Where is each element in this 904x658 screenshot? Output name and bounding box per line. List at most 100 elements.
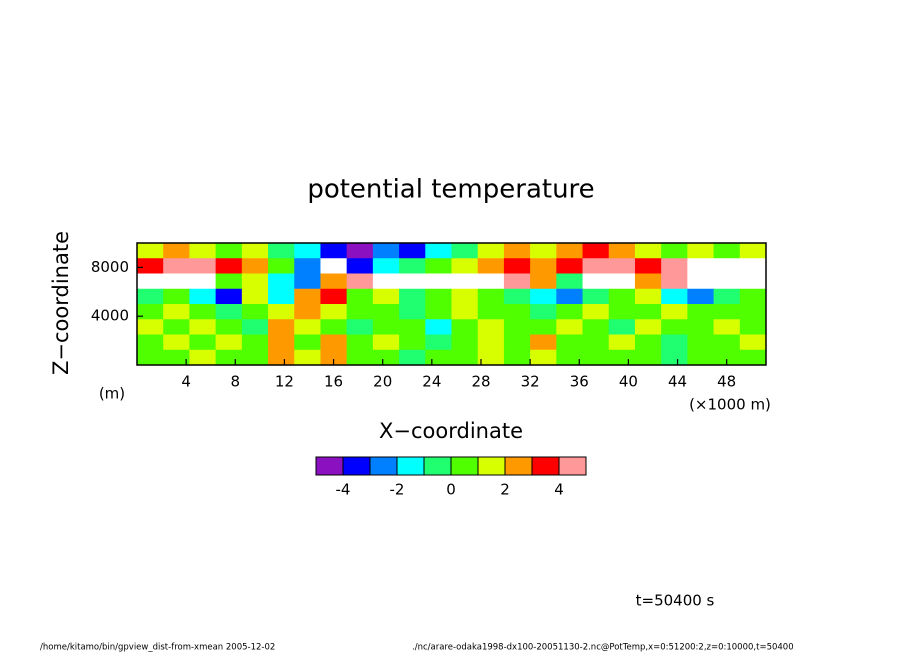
contour-cell (503, 349, 531, 366)
contour-cell (189, 304, 217, 320)
contour-cell (687, 334, 715, 351)
contour-cell (268, 349, 295, 366)
contour-cell (346, 334, 374, 351)
contour-cell (320, 243, 348, 259)
contour-cell (739, 349, 767, 366)
contour-cell (477, 288, 505, 305)
contour-cell (713, 288, 741, 305)
contour-cell (687, 349, 715, 366)
contour-cell (425, 349, 452, 366)
colorbar-tick-label: -2 (390, 481, 405, 499)
contour-cell (425, 288, 452, 305)
contour-cell (399, 243, 426, 259)
contour-cell (189, 288, 217, 305)
contour-cell (713, 319, 741, 335)
contour-cell (189, 273, 217, 290)
contour-cell (268, 258, 295, 274)
contour-cell (556, 288, 584, 305)
contour-cell (451, 258, 479, 274)
contour-cell (530, 288, 557, 305)
contour-cell (163, 319, 190, 335)
contour-cell (634, 304, 662, 320)
contour-cell (687, 273, 715, 290)
contour-cell (163, 304, 190, 320)
contour-cell (241, 349, 269, 366)
contour-cell (320, 319, 348, 335)
contour-cell (687, 258, 715, 274)
contour-cell (582, 304, 610, 320)
colorbar-box (504, 456, 533, 476)
x-tick-label: 24 (422, 373, 441, 391)
contour-cell (503, 334, 531, 351)
contour-cell (713, 334, 741, 351)
contour-cell (634, 273, 662, 290)
colorbar-box (396, 456, 425, 476)
contour-cell (294, 258, 321, 274)
contour-cell (530, 349, 557, 366)
contour-cell (215, 258, 243, 274)
contour-cell (530, 273, 557, 290)
contour-cell (477, 304, 505, 320)
contour-cell (556, 304, 584, 320)
contour-cell (215, 243, 243, 259)
contour-cell (608, 258, 636, 274)
contour-cell (137, 273, 164, 290)
footer-left: /home/kitamo/bin/gpview_dist-from-xmean … (40, 643, 275, 653)
x-tick-label: 36 (570, 373, 589, 391)
contour-cell (713, 304, 741, 320)
contour-cell (739, 273, 767, 290)
x-axis-unit: (×1000 m) (689, 396, 771, 414)
contour-cell (346, 349, 374, 366)
contour-cell (582, 288, 610, 305)
contour-cell (294, 319, 321, 335)
contour-cell (582, 349, 610, 366)
x-tick-label: 32 (521, 373, 540, 391)
contour-cell (346, 319, 374, 335)
contour-cell (372, 258, 400, 274)
contour-cell (163, 273, 190, 290)
contour-cell (661, 258, 688, 274)
x-tick-label: 20 (373, 373, 392, 391)
contour-cell (399, 349, 426, 366)
contour-cell (268, 273, 295, 290)
contour-cell (608, 349, 636, 366)
contour-cell (372, 319, 400, 335)
contour-cell (556, 349, 584, 366)
contour-cell (634, 334, 662, 351)
contour-cell (215, 349, 243, 366)
contour-cell (661, 243, 688, 259)
contour-cell (372, 349, 400, 366)
contour-cell (372, 273, 400, 290)
contour-cell (399, 258, 426, 274)
contour-cell (661, 334, 688, 351)
contour-cell (687, 288, 715, 305)
contour-cell (425, 334, 452, 351)
contour-cell (372, 304, 400, 320)
contour-cell (713, 258, 741, 274)
contour-cell (189, 243, 217, 259)
contour-cell (477, 319, 505, 335)
contour-cell (503, 258, 531, 274)
x-tick-label: 48 (717, 373, 736, 391)
y-tick-label: 8000 (91, 258, 129, 276)
contour-cell (294, 349, 321, 366)
contour-cell (137, 288, 164, 305)
contour-cell (477, 349, 505, 366)
contour-cell (503, 273, 531, 290)
contour-cell (137, 319, 164, 335)
contour-cell (608, 334, 636, 351)
colorbar-box (369, 456, 398, 476)
colorbar-box (423, 456, 452, 476)
contour-cell (634, 243, 662, 259)
contour-cell (530, 334, 557, 351)
contour-cell (268, 304, 295, 320)
contour-cell (713, 273, 741, 290)
contour-cell (477, 243, 505, 259)
contour-cell (582, 273, 610, 290)
contour-cell (320, 288, 348, 305)
contour-cell (503, 243, 531, 259)
contour-cell (372, 288, 400, 305)
colorbar-box (450, 456, 479, 476)
contour-cell (451, 243, 479, 259)
